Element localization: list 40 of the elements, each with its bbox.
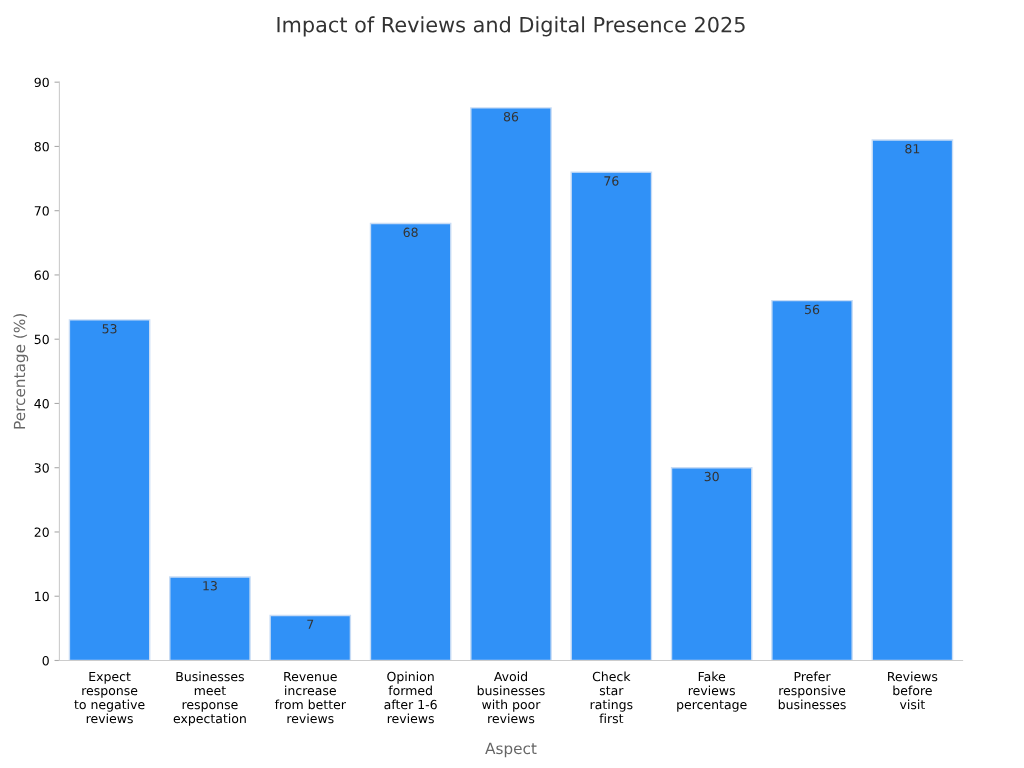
y-tick-label: 60 (34, 270, 49, 280)
data-label: 7 (307, 619, 314, 629)
x-tick-label: Revenue increase from better reviews (274, 671, 346, 724)
y-tick-label: 0 (42, 655, 49, 666)
y-tick-label: 90 (34, 77, 49, 88)
y-tick-label: 10 (35, 591, 49, 602)
chart-title: Impact of Reviews and Digital Presence 2025 (277, 16, 745, 37)
data-label: 68 (403, 227, 418, 238)
x-tick-label: Reviews before visit (888, 671, 938, 710)
bar (269, 614, 352, 661)
data-label: 86 (503, 111, 519, 122)
bar (470, 107, 552, 661)
y-tick-label: 50 (34, 334, 49, 345)
x-tick-label: Fake reviews percentage (677, 671, 747, 712)
x-tick-label: Businesses meet response expectation (173, 671, 246, 726)
data-label: 30 (704, 471, 719, 482)
x-tick-label: Avoid businesses with poor reviews (477, 671, 545, 724)
x-tick-label: Check star ratings first (590, 671, 633, 724)
bar (68, 319, 151, 661)
y-tick-label: 30 (34, 463, 49, 473)
y-tick-label: 40 (34, 398, 49, 409)
bar (871, 139, 954, 661)
y-tick-label: 70 (34, 206, 49, 216)
y-tick-label: 20 (34, 527, 49, 537)
x-tick-label: Prefer responsive businesses (778, 671, 846, 710)
bar (771, 299, 853, 661)
bar (670, 467, 753, 661)
data-label: 76 (604, 176, 619, 186)
bar (570, 171, 653, 661)
x-tick-label: Opinion formed after 1-6 reviews (384, 671, 437, 724)
data-label: 13 (203, 581, 217, 591)
x-tick-label: Expect response to negative reviews (74, 671, 145, 724)
x-axis-title: Aspect (485, 742, 537, 758)
y-tick-label: 80 (34, 141, 49, 152)
y-axis-title: Percentage (%) (13, 314, 29, 429)
data-label: 53 (102, 324, 117, 334)
bar (369, 222, 452, 661)
data-label: 81 (905, 144, 920, 154)
data-label: 56 (805, 304, 820, 315)
bar (169, 576, 251, 661)
